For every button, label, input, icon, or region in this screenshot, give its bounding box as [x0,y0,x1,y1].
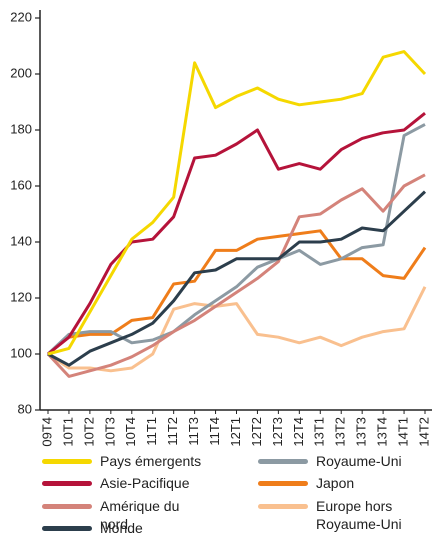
x-tick-label: 13T2 [333,417,348,447]
series-line [47,50,427,356]
x-tick-label: 11T3 [186,417,201,446]
legend-swatch [42,459,92,464]
x-tick-label: 12T3 [270,417,285,447]
legend-label: Royaume-Uni [316,453,402,469]
legend-swatch [258,459,308,464]
x-tick-label: 10T2 [81,417,96,447]
legend-swatch [258,481,308,486]
series-line [47,112,426,356]
series-line [47,286,427,373]
chart: 80 100 120 140 160 180 200 220 09T4 10T1 10T2 10T3 1… [10,9,432,447]
legend-item: Europe hors Royaume-Uni [258,497,426,533]
legend-label: Amérique du nord [100,498,180,532]
legend-item: Asie-Pacifique [42,474,210,492]
legend-label: Europe hors Royaume-Uni [316,498,402,532]
x-tick-label: 09T4 [39,417,54,447]
x-tick-label: 11T2 [165,417,180,446]
x-tick-label: 11T1 [144,417,159,446]
y-tick-label: 160 [10,177,32,192]
y-tick-label: 80 [18,401,32,416]
legend-item: Amérique du nord [42,497,210,533]
legend-swatch [42,526,92,531]
series-line [47,190,427,367]
legend-item: Pays émergents [42,452,210,470]
y-tick-label: 180 [10,121,32,136]
series-line [46,123,426,356]
legend-item: Royaume-Uni [258,452,426,470]
x-tick-label: 10T4 [123,417,138,447]
x-tick-label: 14T2 [416,417,431,447]
x-tick-label: 10T1 [60,417,75,447]
series-line [46,173,426,378]
x-tick-label: 13T1 [312,417,327,447]
legend-item: Japon [258,474,426,492]
x-tick-label: 12T4 [291,417,306,447]
x-tick-label: 14T1 [395,417,410,447]
x-tick-label: 12T2 [249,417,264,447]
legend-item: Monde [42,519,210,537]
y-tick-label: 140 [10,233,32,248]
x-tick-label: 11T4 [207,417,222,446]
legend-swatch [258,504,308,509]
series-line [47,229,427,356]
x-tick-label: 13T4 [375,417,390,447]
legend-swatch [42,504,92,509]
y-tick-label: 120 [10,289,32,304]
legend-swatch [42,481,92,486]
x-tick-label: 12T1 [228,417,243,447]
y-tick-label: 200 [10,65,32,80]
legend-label: Japon [316,475,355,491]
x-tick-label: 10T3 [102,417,117,447]
legend-label: Asie-Pacifique [100,475,190,491]
y-tick-label: 100 [10,345,32,360]
x-tick-label: 13T3 [354,417,369,447]
y-tick-label: 220 [10,9,32,24]
legend-label: Monde [100,520,143,536]
legend-label: Pays émergents [100,453,202,469]
